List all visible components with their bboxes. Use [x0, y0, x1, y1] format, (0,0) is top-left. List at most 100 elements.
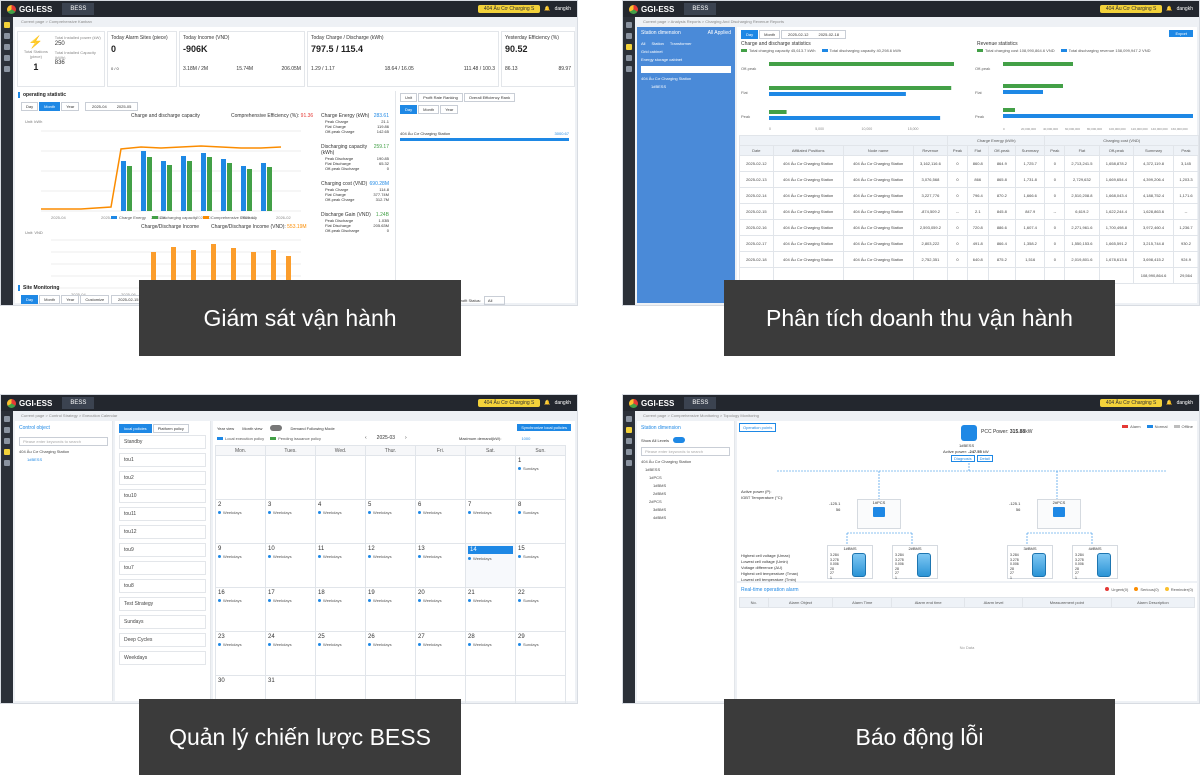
calendar-day[interactable]: 27 Weekdays — [415, 631, 466, 676]
calendar-day[interactable] — [315, 455, 366, 500]
radio-all[interactable]: All — [641, 41, 646, 46]
tab-bess[interactable]: BESS — [62, 3, 95, 15]
strategy-icon[interactable] — [4, 449, 10, 455]
all-applied-link[interactable]: All Applied — [707, 30, 731, 36]
calendar-day[interactable]: 10 Weekdays — [265, 543, 316, 588]
policy-item[interactable]: Standby — [119, 435, 206, 449]
tab-bess[interactable]: BESS — [684, 397, 717, 409]
tree-node[interactable]: 404 Âu Cơ Charging Station — [641, 76, 692, 81]
tree-node[interactable]: 1#BMS — [653, 483, 667, 488]
bell-icon[interactable]: 🔔 — [544, 400, 551, 406]
chevron-right-icon[interactable]: › — [405, 435, 407, 441]
calendar-day[interactable]: 7 Weekdays — [465, 499, 516, 544]
calendar-day[interactable] — [365, 675, 416, 703]
settings-icon[interactable] — [626, 66, 632, 72]
search-input[interactable] — [641, 66, 731, 73]
export-button[interactable]: Export — [1169, 30, 1193, 37]
chevron-left-icon[interactable]: ‹ — [365, 435, 367, 441]
calendar-day[interactable] — [365, 455, 416, 500]
policy-item[interactable]: tou10 — [119, 489, 206, 503]
bms-node[interactable]: 3#BMS 3.284 3.278 0.006 28 27 1 — [1007, 545, 1053, 580]
calendar-day[interactable]: 1 Sundays — [515, 455, 566, 500]
tab-overall-efficiency[interactable]: Overall Efficiency Rank — [463, 93, 516, 102]
policy-item[interactable]: Test Strategy — [119, 597, 206, 611]
pcs-node[interactable]: 2#PCS — [1037, 499, 1081, 529]
tree-node[interactable]: 2#PCS — [649, 499, 662, 504]
search-input[interactable]: Please enter keywords to search — [19, 437, 108, 446]
policy-item[interactable]: Weekdays — [119, 651, 206, 665]
calendar-day[interactable]: 19 Weekdays — [365, 587, 416, 632]
calendar-day[interactable]: 20 Weekdays — [415, 587, 466, 632]
user-menu[interactable]: dangkh — [554, 400, 571, 406]
calendar-day[interactable]: 12 Weekdays — [365, 543, 416, 588]
settings-icon[interactable] — [626, 460, 632, 466]
policy-item[interactable]: tou12 — [119, 525, 206, 539]
calendar-day[interactable]: 26 Weekdays — [365, 631, 416, 676]
month-view-radio[interactable]: Month view — [242, 425, 263, 431]
policy-item[interactable]: Sundays — [119, 615, 206, 629]
detail-button[interactable]: Detail — [976, 455, 993, 462]
calendar-day[interactable]: 15 Sundays — [515, 543, 566, 588]
monitor-icon[interactable] — [4, 33, 10, 39]
date-range[interactable]: 2025-04 2025-05 — [85, 102, 139, 111]
tab-bess[interactable]: BESS — [62, 397, 95, 409]
tab-bess[interactable]: BESS — [684, 3, 717, 15]
calendar-day[interactable]: 14 Weekdays — [465, 543, 516, 588]
tab-year[interactable]: Year — [440, 105, 459, 114]
calendar-day[interactable]: 8 Sundays — [515, 499, 566, 544]
calendar-day[interactable]: 25 Weekdays — [315, 631, 366, 676]
bms-node[interactable]: 2#BMS 3.284 3.278 0.006 28 27 1 — [892, 545, 938, 580]
monitor-icon[interactable] — [4, 427, 10, 433]
calendar-day[interactable]: 2 Weekdays — [215, 499, 266, 544]
user-menu[interactable]: dangkh — [1176, 6, 1193, 12]
tab-month[interactable]: Month — [39, 295, 61, 304]
dashboard-icon[interactable] — [4, 22, 10, 28]
calendar-day[interactable]: 11 Weekdays — [315, 543, 366, 588]
calendar-day[interactable]: 23 Weekdays — [215, 631, 266, 676]
tab-profit-rate[interactable]: Profit Rate Ranking — [418, 93, 463, 102]
calendar-day[interactable]: 18 Weekdays — [315, 587, 366, 632]
tab-month[interactable]: Month — [759, 30, 781, 39]
policy-item[interactable]: tou7 — [119, 561, 206, 575]
year-view-radio[interactable]: Year view — [217, 425, 235, 431]
calendar-day[interactable] — [265, 455, 316, 500]
tab-day[interactable]: Day — [21, 295, 39, 304]
radio-station[interactable]: Station — [651, 41, 664, 46]
calendar-day[interactable] — [515, 675, 566, 703]
tab-month[interactable]: Month — [418, 105, 440, 114]
calendar-day[interactable]: 30 — [215, 675, 266, 703]
bell-icon[interactable]: 🔔 — [1166, 400, 1173, 406]
policy-item[interactable]: tou1 — [119, 453, 206, 467]
settings-icon[interactable] — [4, 66, 10, 72]
analysis-icon[interactable] — [626, 438, 632, 444]
calendar-day[interactable]: 17 Weekdays — [265, 587, 316, 632]
policy-item[interactable]: tou8 — [119, 579, 206, 593]
calendar-day[interactable]: 9 Weekdays — [215, 543, 266, 588]
calendar-day[interactable]: 5 Weekdays — [365, 499, 416, 544]
calendar-day[interactable]: 22 Sundays — [515, 587, 566, 632]
monitor-icon[interactable] — [626, 33, 632, 39]
search-input[interactable]: Please enter keywords to search — [641, 447, 730, 456]
radio-transformer[interactable]: Transformer — [669, 41, 692, 46]
strategy-icon[interactable] — [626, 449, 632, 455]
bess-icon[interactable] — [961, 425, 977, 441]
calendar-day[interactable] — [215, 455, 266, 500]
dashboard-icon[interactable] — [626, 22, 632, 28]
calendar-day[interactable]: 6 Weekdays — [415, 499, 466, 544]
tab-local-policies[interactable]: local policies — [119, 424, 152, 433]
tree-node[interactable]: 3#BMS — [653, 507, 667, 512]
diagnosis-button[interactable]: Diagnosis — [951, 455, 975, 462]
dashboard-icon[interactable] — [4, 416, 10, 422]
dashboard-icon[interactable] — [626, 416, 632, 422]
bms-node[interactable]: 1#BMS 3.284 3.278 0.006 28 27 1 — [827, 545, 873, 580]
station-select[interactable]: 404 Âu Cơ Charging S — [477, 399, 541, 407]
settings-icon[interactable] — [4, 460, 10, 466]
operation-points-button[interactable]: Operation points — [739, 423, 777, 432]
calendar-day[interactable] — [315, 675, 366, 703]
calendar-day[interactable]: 21 Weekdays — [465, 587, 516, 632]
tab-day[interactable]: Day — [741, 30, 759, 39]
calendar-day[interactable]: 3 Weekdays — [265, 499, 316, 544]
calendar-day[interactable]: 16 Weekdays — [215, 587, 266, 632]
tree-node[interactable]: Grid cabinet — [641, 49, 663, 54]
calendar-day[interactable]: 24 Weekdays — [265, 631, 316, 676]
